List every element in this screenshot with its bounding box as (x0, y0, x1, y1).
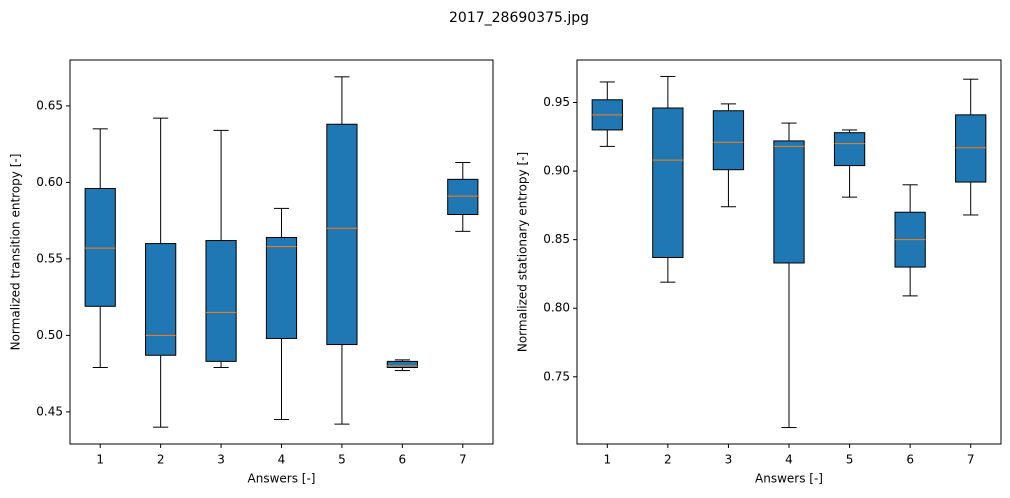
box (145, 243, 177, 356)
x-tick-label: 1 (603, 453, 611, 467)
x-tick-label: 5 (846, 453, 854, 467)
axes-frame (576, 59, 1002, 445)
x-axis-label: Answers [-] (248, 472, 316, 486)
figure-title: 2017_28690375.jpg (449, 10, 589, 26)
box (833, 132, 866, 167)
y-tick-label: 0.90 (543, 164, 570, 178)
y-axis-label: Normalized stationary entropy [-] (516, 152, 530, 352)
y-tick-label: 0.95 (543, 95, 570, 109)
x-tick-label: 7 (967, 453, 975, 467)
x-tick-label: 1 (96, 453, 104, 467)
y-tick-label: 0.65 (36, 98, 63, 112)
box (326, 123, 358, 346)
y-axis-label: Normalized transition entropy [-] (9, 154, 23, 351)
box (386, 360, 418, 369)
x-tick-label: 7 (459, 453, 467, 467)
y-tick-label: 0.80 (543, 301, 570, 315)
x-tick-label: 3 (217, 453, 225, 467)
y-tick-label: 0.60 (36, 175, 63, 189)
box (205, 240, 237, 362)
box (712, 110, 745, 171)
x-tick-label: 6 (399, 453, 407, 467)
box (265, 236, 298, 339)
axes-frame (69, 59, 494, 445)
x-tick-label: 6 (906, 453, 914, 467)
box (652, 107, 684, 258)
box (84, 188, 116, 307)
box (955, 114, 987, 183)
x-tick-label: 2 (157, 453, 165, 467)
x-tick-label: 4 (785, 453, 793, 467)
x-axis-label: Answers [-] (755, 472, 823, 486)
box (447, 178, 479, 216)
x-tick-label: 3 (725, 453, 733, 467)
box (773, 140, 805, 264)
x-tick-label: 2 (664, 453, 672, 467)
x-tick-label: 5 (338, 453, 346, 467)
y-tick-label: 0.75 (543, 369, 570, 383)
y-tick-label: 0.55 (36, 251, 63, 265)
x-tick-label: 4 (278, 453, 286, 467)
y-tick-label: 0.85 (543, 232, 570, 246)
y-tick-label: 0.45 (36, 404, 63, 418)
y-tick-label: 0.50 (36, 328, 63, 342)
